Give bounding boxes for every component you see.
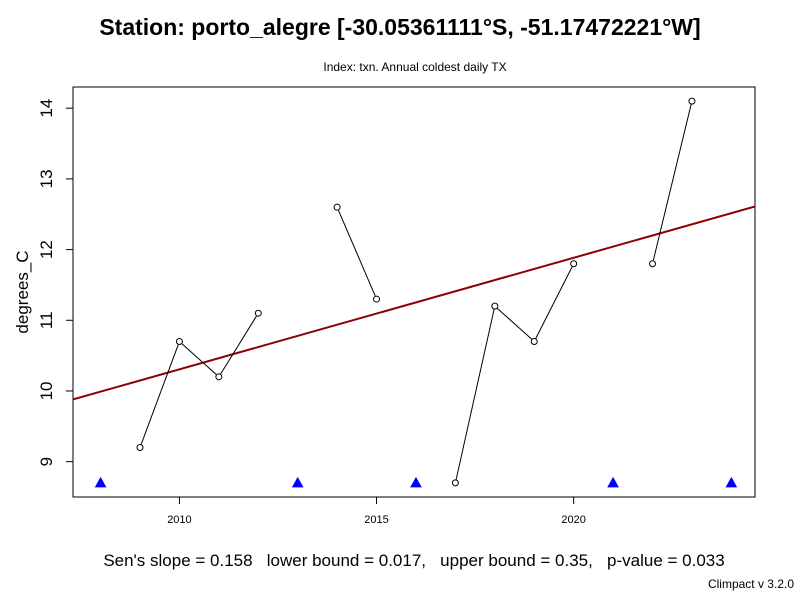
x-tick-label: 2015 (364, 514, 388, 526)
series-line-segment (140, 344, 179, 445)
series-line-segment (455, 309, 495, 480)
data-point (373, 295, 381, 303)
y-tick-label: 11 (37, 311, 56, 329)
data-point (530, 337, 538, 345)
chart-title: Station: porto_alegre [-30.05361111°S, -… (99, 14, 701, 40)
data-point (215, 373, 223, 381)
y-axis-label: degrees_C (13, 250, 32, 333)
y-tick-label: 9 (37, 457, 56, 466)
y-tick-label: 14 (37, 99, 56, 118)
data-point (254, 309, 262, 317)
data-point (688, 97, 696, 105)
x-tick-label: 2020 (561, 514, 585, 526)
series-line-segment (535, 266, 573, 339)
x-tick-label: 2010 (167, 514, 191, 526)
chart-subtitle: Index: txn. Annual coldest daily TX (323, 60, 507, 74)
missing-year-marker (410, 476, 422, 488)
y-tick-label: 13 (37, 169, 56, 188)
missing-year-marker (607, 476, 619, 488)
missing-year-marker (291, 476, 304, 488)
y-tick-label: 12 (37, 240, 56, 259)
missing-year-marker (725, 476, 738, 488)
data-point (136, 444, 144, 452)
data-point (451, 479, 459, 487)
y-tick-label: 10 (37, 382, 56, 401)
trend-line (73, 205, 755, 401)
series-line-segment (652, 104, 692, 261)
data-point (333, 203, 341, 211)
series-line-segment (338, 210, 376, 297)
trend-statistics: Sen's slope = 0.158 lower bound = 0.017,… (103, 551, 725, 570)
data-point (175, 337, 183, 345)
data-point (570, 260, 578, 268)
series-line-segment (220, 315, 257, 375)
software-credit: Climpact v 3.2.0 (707, 577, 794, 591)
series-line-segment (497, 308, 532, 340)
data-point (491, 302, 499, 310)
series-line-segment (181, 343, 217, 375)
plot-frame (72, 86, 756, 498)
missing-year-marker (94, 476, 107, 488)
data-point (649, 260, 657, 268)
